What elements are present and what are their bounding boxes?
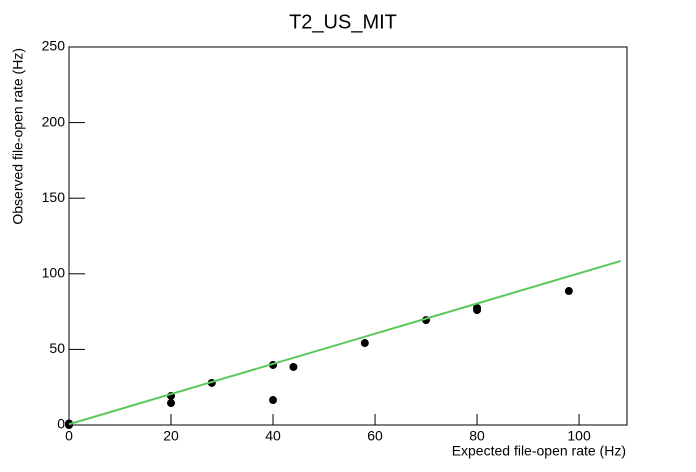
y-tick-label: 0 bbox=[57, 416, 65, 432]
data-point bbox=[167, 399, 176, 408]
y-tick-label: 250 bbox=[42, 38, 66, 54]
y-axis-label: Observed file-open rate (Hz) bbox=[10, 48, 26, 225]
x-tick-label: 0 bbox=[65, 428, 73, 444]
x-tick-label: 100 bbox=[567, 428, 591, 444]
data-point bbox=[360, 339, 369, 348]
data-point bbox=[289, 362, 298, 371]
y-tick-label: 100 bbox=[42, 265, 66, 281]
y-tick-label: 200 bbox=[42, 113, 66, 129]
y-tick-label: 150 bbox=[42, 189, 66, 205]
x-tick-label: 80 bbox=[469, 428, 485, 444]
data-point bbox=[473, 306, 482, 315]
fit-line bbox=[68, 259, 622, 426]
data-point bbox=[269, 396, 278, 405]
frame bbox=[68, 46, 628, 426]
x-axis-label: Expected file-open rate (Hz) bbox=[452, 443, 626, 459]
chart-title: T2_US_MIT bbox=[289, 11, 397, 33]
data-point bbox=[564, 287, 573, 296]
y-tick-label: 50 bbox=[49, 340, 65, 356]
x-tick-label: 60 bbox=[367, 428, 383, 444]
x-tick-label: 20 bbox=[163, 428, 179, 444]
x-tick-label: 40 bbox=[265, 428, 281, 444]
